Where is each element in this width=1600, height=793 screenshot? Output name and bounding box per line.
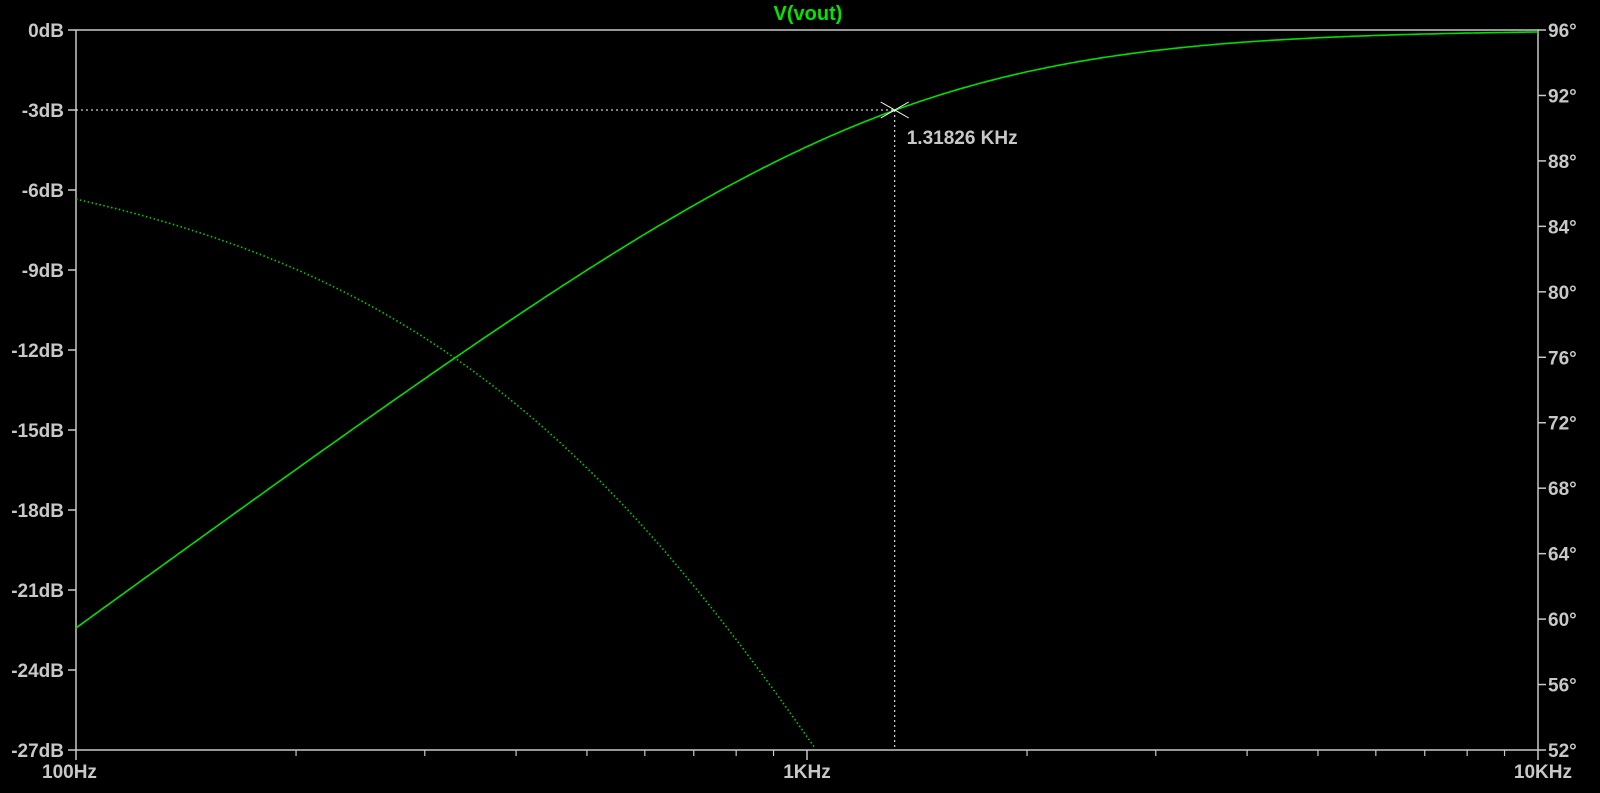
right-tick-label-5: 76°: [1548, 348, 1577, 369]
right-axis: 96° 92° 88° 84° 80° 76° 72° 68° 64° 60° 56° 52°: [1538, 21, 1577, 762]
right-tick-label-3: 84°: [1548, 217, 1577, 238]
x-axis: 100Hz 1KHz 10KHz: [42, 750, 1572, 783]
right-tick-label-11: 52°: [1548, 741, 1577, 762]
x-tick-label-1: 1KHz: [783, 762, 831, 783]
left-tick-label-6: -18dB: [11, 501, 64, 522]
left-tick-label-5: -15dB: [11, 421, 64, 442]
left-tick-label-1: -3dB: [22, 101, 64, 122]
chart-title: V(vout): [774, 3, 843, 25]
right-tick-label-0: 96°: [1548, 21, 1577, 42]
magnitude-trace: [75, 31, 1538, 629]
cursor-cross-b: [880, 101, 909, 119]
right-tick-label-4: 80°: [1548, 283, 1577, 304]
right-tick-label-7: 68°: [1548, 479, 1577, 500]
right-tick-label-10: 56°: [1548, 676, 1577, 697]
right-tick-label-1: 92°: [1548, 86, 1577, 107]
left-tick-label-7: -21dB: [11, 581, 64, 602]
left-tick-label-4: -12dB: [11, 341, 64, 362]
left-tick-label-2: -6dB: [22, 181, 64, 202]
x-tick-label-0: 100Hz: [42, 762, 97, 783]
x-tick-label-2: 10KHz: [1514, 762, 1572, 783]
right-tick-label-8: 64°: [1548, 545, 1577, 566]
phase-trace: [75, 198, 815, 748]
right-tick-label-6: 72°: [1548, 414, 1577, 435]
cursor[interactable]: 1.31826 KHz: [76, 101, 1018, 750]
right-tick-label-9: 60°: [1548, 610, 1577, 631]
left-tick-label-3: -9dB: [22, 261, 64, 282]
left-axis: 0dB -3dB -6dB -9dB -12dB -15dB -18dB -21dB -24dB…: [11, 21, 76, 762]
left-tick-label-8: -24dB: [11, 661, 64, 682]
left-tick-label-0: 0dB: [28, 21, 64, 42]
right-tick-label-2: 88°: [1548, 152, 1577, 173]
cursor-frequency-label: 1.31826 KHz: [907, 128, 1018, 149]
left-tick-label-9: -27dB: [11, 741, 64, 762]
traces: [75, 31, 1538, 748]
